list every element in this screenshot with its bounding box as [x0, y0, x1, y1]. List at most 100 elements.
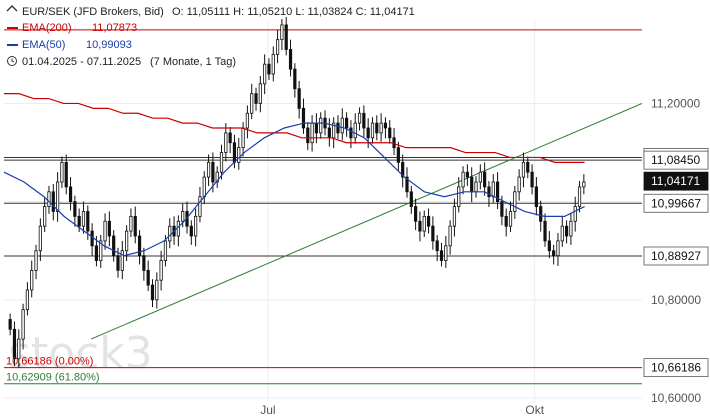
- candle-body-32: [146, 269, 150, 286]
- collapse-chevron-icon[interactable]: [6, 5, 18, 12]
- price-tag-label-3: 10,88927: [651, 249, 701, 263]
- price-tag-box-2: [643, 193, 709, 213]
- candle-body-83: [366, 127, 370, 139]
- candle-body-80: [353, 122, 357, 139]
- candle-29: [133, 206, 137, 244]
- candle-33: [150, 279, 155, 308]
- candle-body-3: [21, 309, 25, 340]
- candle-24: [112, 230, 116, 262]
- candle-123: [539, 200, 543, 232]
- candle-1: [12, 321, 17, 367]
- candle-body-33: [150, 284, 155, 301]
- candle-126: [552, 244, 556, 265]
- candle-48: [215, 166, 219, 188]
- candle-133: [582, 174, 586, 195]
- candle-body-112: [491, 181, 495, 198]
- candle-129: [564, 220, 569, 244]
- ema200-legend-value: 11,07873: [92, 22, 137, 34]
- price-tags: 11,0900111,0845010,9966710,8892710,66186…: [643, 148, 709, 378]
- candle-67: [297, 80, 301, 119]
- candle-body-72: [319, 117, 323, 134]
- candle-body-76: [336, 122, 340, 134]
- candle-4: [25, 282, 30, 316]
- ema50-legend-icon: [7, 44, 18, 46]
- candle-103: [452, 198, 457, 237]
- watermark: stock3: [8, 328, 153, 379]
- candle-58: [258, 75, 262, 113]
- candle-body-1: [12, 328, 17, 360]
- candle-7: [38, 218, 42, 262]
- candle-132: [577, 181, 582, 213]
- candle-body-90: [396, 147, 400, 163]
- y-tick-label-2: 10,80000: [651, 293, 701, 307]
- price-tag-label-5: 11,04171: [651, 174, 700, 188]
- candle-body-114: [500, 201, 504, 217]
- candle-body-55: [245, 112, 249, 129]
- candle-body-133: [582, 181, 586, 188]
- candle-95: [418, 211, 422, 242]
- candle-body-116: [508, 211, 513, 227]
- candle-body-7: [38, 225, 42, 252]
- y-tick-label-0: 11,20000: [651, 96, 700, 110]
- candle-86: [379, 113, 383, 142]
- candle-101: [444, 236, 448, 268]
- candle-body-11: [56, 181, 60, 212]
- price-tag-label-4: 10,66186: [651, 361, 701, 375]
- candle-body-50: [224, 132, 228, 153]
- candle-body-125: [547, 240, 551, 252]
- candle-body-79: [349, 127, 353, 139]
- candle-body-121: [530, 171, 534, 188]
- candle-body-99: [435, 240, 439, 252]
- candle-body-102: [448, 225, 452, 247]
- candle-body-87: [383, 122, 388, 129]
- candle-body-37: [168, 225, 172, 242]
- chart-header: EUR/SEK (JFD Brokers, Bid) O: 11,05111 H…: [6, 5, 415, 68]
- candle-106: [465, 164, 469, 186]
- price-tag-box-3: [643, 246, 709, 266]
- candle-50: [224, 123, 228, 162]
- candle-body-129: [564, 225, 569, 237]
- candle-81: [357, 107, 362, 131]
- candle-113: [495, 172, 500, 209]
- candle-59: [263, 54, 267, 95]
- y-tick-label-3: 10,60000: [651, 391, 701, 405]
- candle-98: [431, 216, 435, 250]
- candle-85: [375, 115, 379, 141]
- candle-131: [573, 196, 577, 232]
- candle-body-92: [405, 176, 409, 193]
- candle-body-96: [422, 215, 426, 232]
- candle-45: [202, 171, 206, 205]
- candle-body-8: [43, 206, 47, 227]
- candle-body-89: [392, 137, 396, 149]
- candle-93: [409, 185, 413, 214]
- candle-83: [366, 118, 370, 149]
- candle-20: [94, 236, 99, 267]
- candle-57: [254, 87, 258, 111]
- candle-43: [194, 208, 198, 247]
- candle-104: [457, 177, 461, 213]
- price-tag-label-2: 10,99667: [651, 196, 701, 210]
- candle-body-31: [142, 255, 146, 271]
- clock-icon: [7, 56, 17, 66]
- candle-body-122: [534, 186, 538, 207]
- candle-body-94: [414, 206, 418, 222]
- candle-body-30: [137, 235, 142, 257]
- ema-line-0: [4, 93, 585, 163]
- period-range: 01.04.2025 - 07.11.2025: [22, 56, 141, 68]
- candle-108: [474, 176, 478, 198]
- candle-body-81: [357, 112, 362, 124]
- candle-body-2: [17, 338, 21, 360]
- price-tag-box-1: [643, 150, 709, 170]
- candle-84: [370, 117, 375, 144]
- candle-body-22: [103, 220, 107, 242]
- x-axis: Jul Okt: [260, 403, 544, 417]
- candle-125: [547, 231, 551, 259]
- candle-body-68: [301, 107, 306, 129]
- candle-118: [517, 169, 521, 201]
- ema50-legend-label: EMA(50): [22, 39, 65, 51]
- candle-body-104: [457, 186, 461, 207]
- x-tick-label-0: Jul: [260, 403, 275, 417]
- candle-77: [340, 108, 344, 141]
- candle-75: [332, 117, 336, 149]
